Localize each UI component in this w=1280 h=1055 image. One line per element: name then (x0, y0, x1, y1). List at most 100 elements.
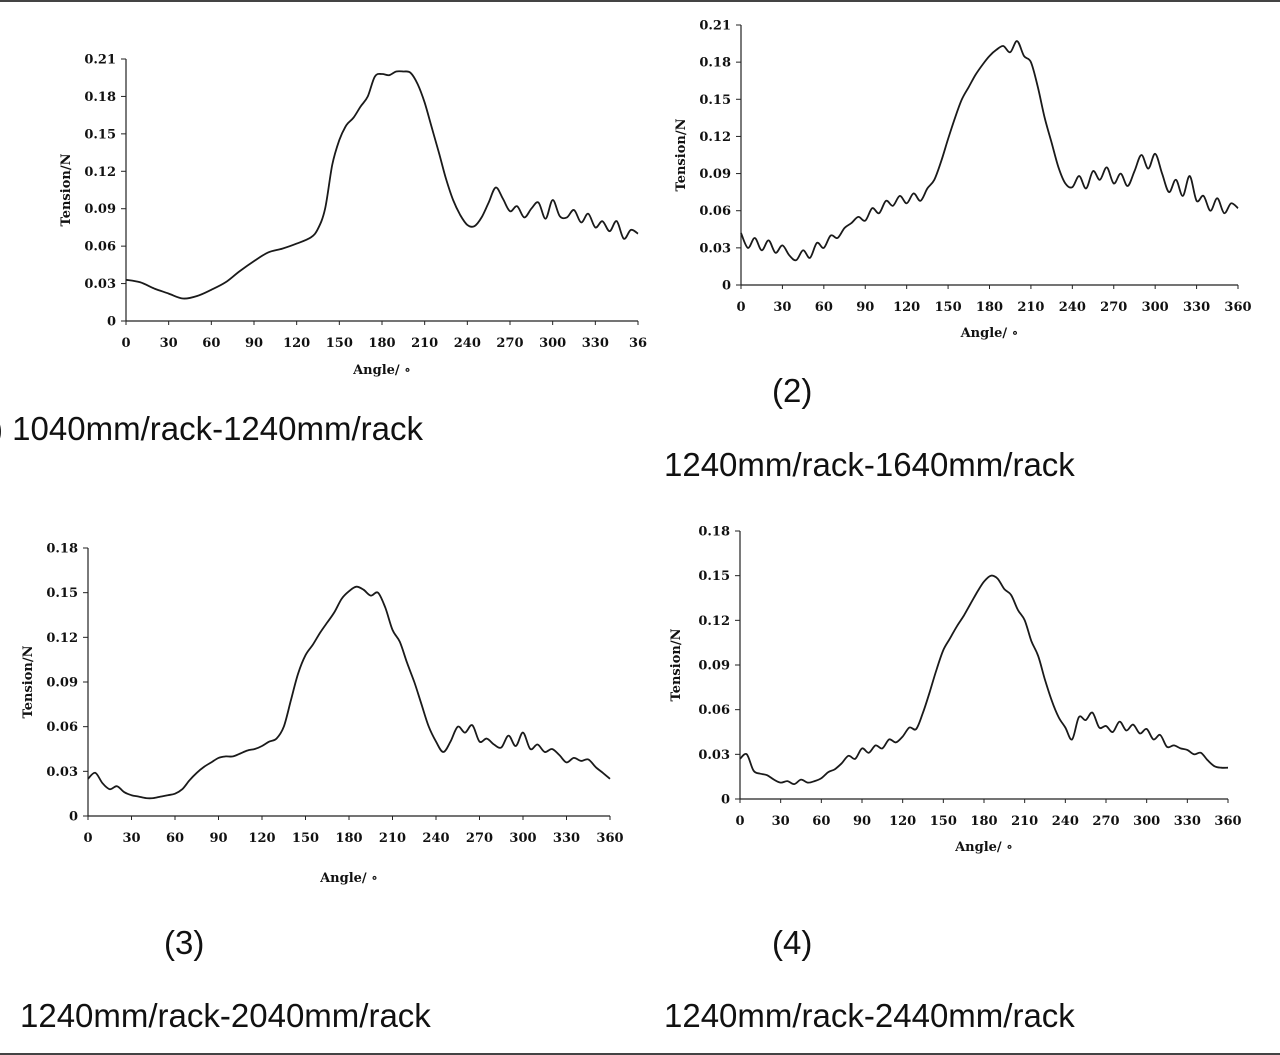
chart-4-series-line (739, 574, 1229, 786)
chart-2-y-tick-label: 0 (722, 279, 731, 294)
chart-2-x-tick-label: 120 (893, 300, 920, 315)
chart-1-y-tick-label: 0.03 (84, 277, 116, 292)
chart-1-y-tick-label: 0.12 (84, 165, 116, 180)
chart-1-y-tick-label: 0 (107, 315, 116, 330)
chart-3-y-tick-label: 0.15 (46, 586, 78, 601)
chart-3-x-tick-label: 120 (248, 831, 275, 846)
chart-1-y-axis-label: Tension/N (59, 153, 74, 226)
chart-3-x-tick-label: 270 (466, 831, 493, 846)
chart-2-y-tick-label: 0.15 (699, 93, 731, 108)
chart-4-x-tick-label: 360 (1214, 814, 1241, 829)
chart-4: 0 30 60 90 120 150 180 210 240 270 300 330 360 0 0.03 0… (669, 525, 1242, 856)
chart-4-x-tick-label: 90 (853, 814, 871, 829)
chart-4-x-tick-label: 150 (930, 814, 957, 829)
chart-4-x-tick-label: 30 (772, 814, 790, 829)
chart-2-x-tick-label: 360 (1224, 300, 1251, 315)
chart-2-y-tick-label: 0.03 (699, 241, 731, 256)
chart-2-x-axis-label: Angle/ ∘ (960, 326, 1019, 341)
caption-2-number: (2) (772, 372, 813, 409)
chart-1-x-tick-label: 30 (160, 336, 178, 351)
chart-4-x-tick-label: 240 (1052, 814, 1079, 829)
chart-3-x-tick-label: 210 (379, 831, 406, 846)
caption-1-text: ) 1040mm/rack-1240mm/rack (0, 410, 423, 448)
chart-2-x-tick-label: 330 (1183, 300, 1210, 315)
chart-3-x-tick-label: 360 (596, 831, 623, 846)
chart-1-x-tick-label: 330 (582, 336, 609, 351)
chart-4-x-tick-label: 330 (1174, 814, 1201, 829)
chart-3-series-line (87, 585, 611, 800)
chart-4-x-axis-label: Angle/ ∘ (954, 840, 1013, 855)
chart-3-y-tick-label: 0.03 (46, 765, 78, 780)
chart-2: 0 30 60 90 120 150 180 210 240 270 300 330 360 0 0.03 0… (674, 19, 1252, 342)
caption-2-label: 1240mm/rack-1640mm/rack (664, 446, 1075, 483)
chart-2-x-tick-label: 210 (1017, 300, 1044, 315)
chart-3-x-tick-label: 240 (422, 831, 449, 846)
chart-1-series-line (125, 70, 639, 300)
chart-1-x-tick-label: 150 (326, 336, 353, 351)
chart-2-x-tick-label: 90 (856, 300, 874, 315)
caption-4-label: 1240mm/rack-2440mm/rack (664, 997, 1075, 1034)
chart-4-x-tick-label: 180 (970, 814, 997, 829)
chart-2-x-tick-label: 300 (1142, 300, 1169, 315)
caption-4-number: (4) (772, 924, 813, 961)
chart-3-y-tick-label: 0.09 (46, 676, 78, 691)
chart-3-y-tick-label: 0 (69, 810, 78, 825)
chart-4-y-tick-label: 0.06 (698, 703, 730, 718)
chart-3-x-tick-label: 0 (83, 831, 92, 846)
chart-3-x-tick-label: 180 (335, 831, 362, 846)
chart-1-x-tick-label: 180 (368, 336, 395, 351)
chart-1-x-tick-label: 0 (121, 336, 130, 351)
chart-4-x-tick-label: 120 (889, 814, 916, 829)
chart-3-x-tick-label: 300 (509, 831, 536, 846)
chart-2-y-tick-label: 0.09 (699, 167, 731, 182)
chart-4-x-tick-label: 210 (1011, 814, 1038, 829)
chart-4-x-tick-label: 0 (735, 814, 744, 829)
chart-4-y-tick-label: 0.15 (698, 569, 730, 584)
chart-3-y-tick-label: 0.12 (46, 631, 78, 646)
chart-1-x-tick-label: 120 (283, 336, 310, 351)
chart-1-x-tick-label: 36 (629, 336, 647, 351)
chart-4-y-tick-label: 0 (721, 793, 730, 808)
chart-4-y-tick-label: 0.03 (698, 748, 730, 763)
chart-4-x-tick-label: 300 (1133, 814, 1160, 829)
chart-4-y-tick-label: 0.12 (698, 614, 730, 629)
chart-4-y-tick-label: 0.09 (698, 659, 730, 674)
chart-2-y-tick-label: 0.21 (699, 19, 731, 34)
chart-4-x-tick-label: 270 (1092, 814, 1119, 829)
chart-3-y-tick-label: 0.06 (46, 720, 78, 735)
chart-1-y-tick-label: 0.15 (84, 127, 116, 142)
chart-1-y-tick-label: 0.09 (84, 202, 116, 217)
chart-2-y-tick-label: 0.06 (699, 204, 731, 219)
chart-3-x-axis-label: Angle/ ∘ (319, 871, 378, 886)
chart-4-y-axis-label: Tension/N (669, 628, 684, 701)
chart-1-x-tick-label: 210 (411, 336, 438, 351)
chart-3-x-tick-label: 150 (292, 831, 319, 846)
chart-1-x-axis-label: Angle/ ∘ (352, 363, 411, 378)
chart-2-x-tick-label: 150 (935, 300, 962, 315)
chart-3: 0 30 60 90 120 150 180 210 240 270 300 330 360 0 0.03 0… (21, 542, 624, 887)
chart-1-x-tick-label: 300 (539, 336, 566, 351)
chart-1: 0 30 60 90 120 150 180 210 240 270 300 330 3600.030.… (59, 53, 647, 379)
caption-3-label: 1240mm/rack-2040mm/rack (20, 997, 431, 1034)
chart-2-series-line (740, 40, 1239, 262)
chart-2-x-tick-label: 180 (976, 300, 1003, 315)
chart-3-y-axis-label: Tension/N (21, 645, 36, 718)
chart-2-y-tick-label: 0.18 (699, 56, 731, 71)
chart-3-x-tick-label: 90 (209, 831, 227, 846)
chart-1-x-tick-label: 60 (202, 336, 220, 351)
chart-4-y-tick-label: 0.18 (698, 525, 730, 540)
chart-2-y-tick-label: 0.12 (699, 130, 731, 145)
chart-2-x-tick-label: 270 (1100, 300, 1127, 315)
chart-1-x-tick-label: 240 (454, 336, 481, 351)
chart-3-x-tick-label: 330 (553, 831, 580, 846)
chart-4-x-tick-label: 60 (812, 814, 830, 829)
chart-1-x-tick-label: 270 (496, 336, 523, 351)
chart-1-x-tick-label: 90 (245, 336, 263, 351)
chart-2-y-axis-label: Tension/N (674, 118, 689, 191)
chart-1-y-tick-label: 0.18 (84, 90, 116, 105)
chart-1-y-tick-label: 0.06 (84, 240, 116, 255)
caption-3-number: (3) (164, 924, 205, 961)
chart-1-y-tick-label: 0.21 (84, 53, 116, 68)
